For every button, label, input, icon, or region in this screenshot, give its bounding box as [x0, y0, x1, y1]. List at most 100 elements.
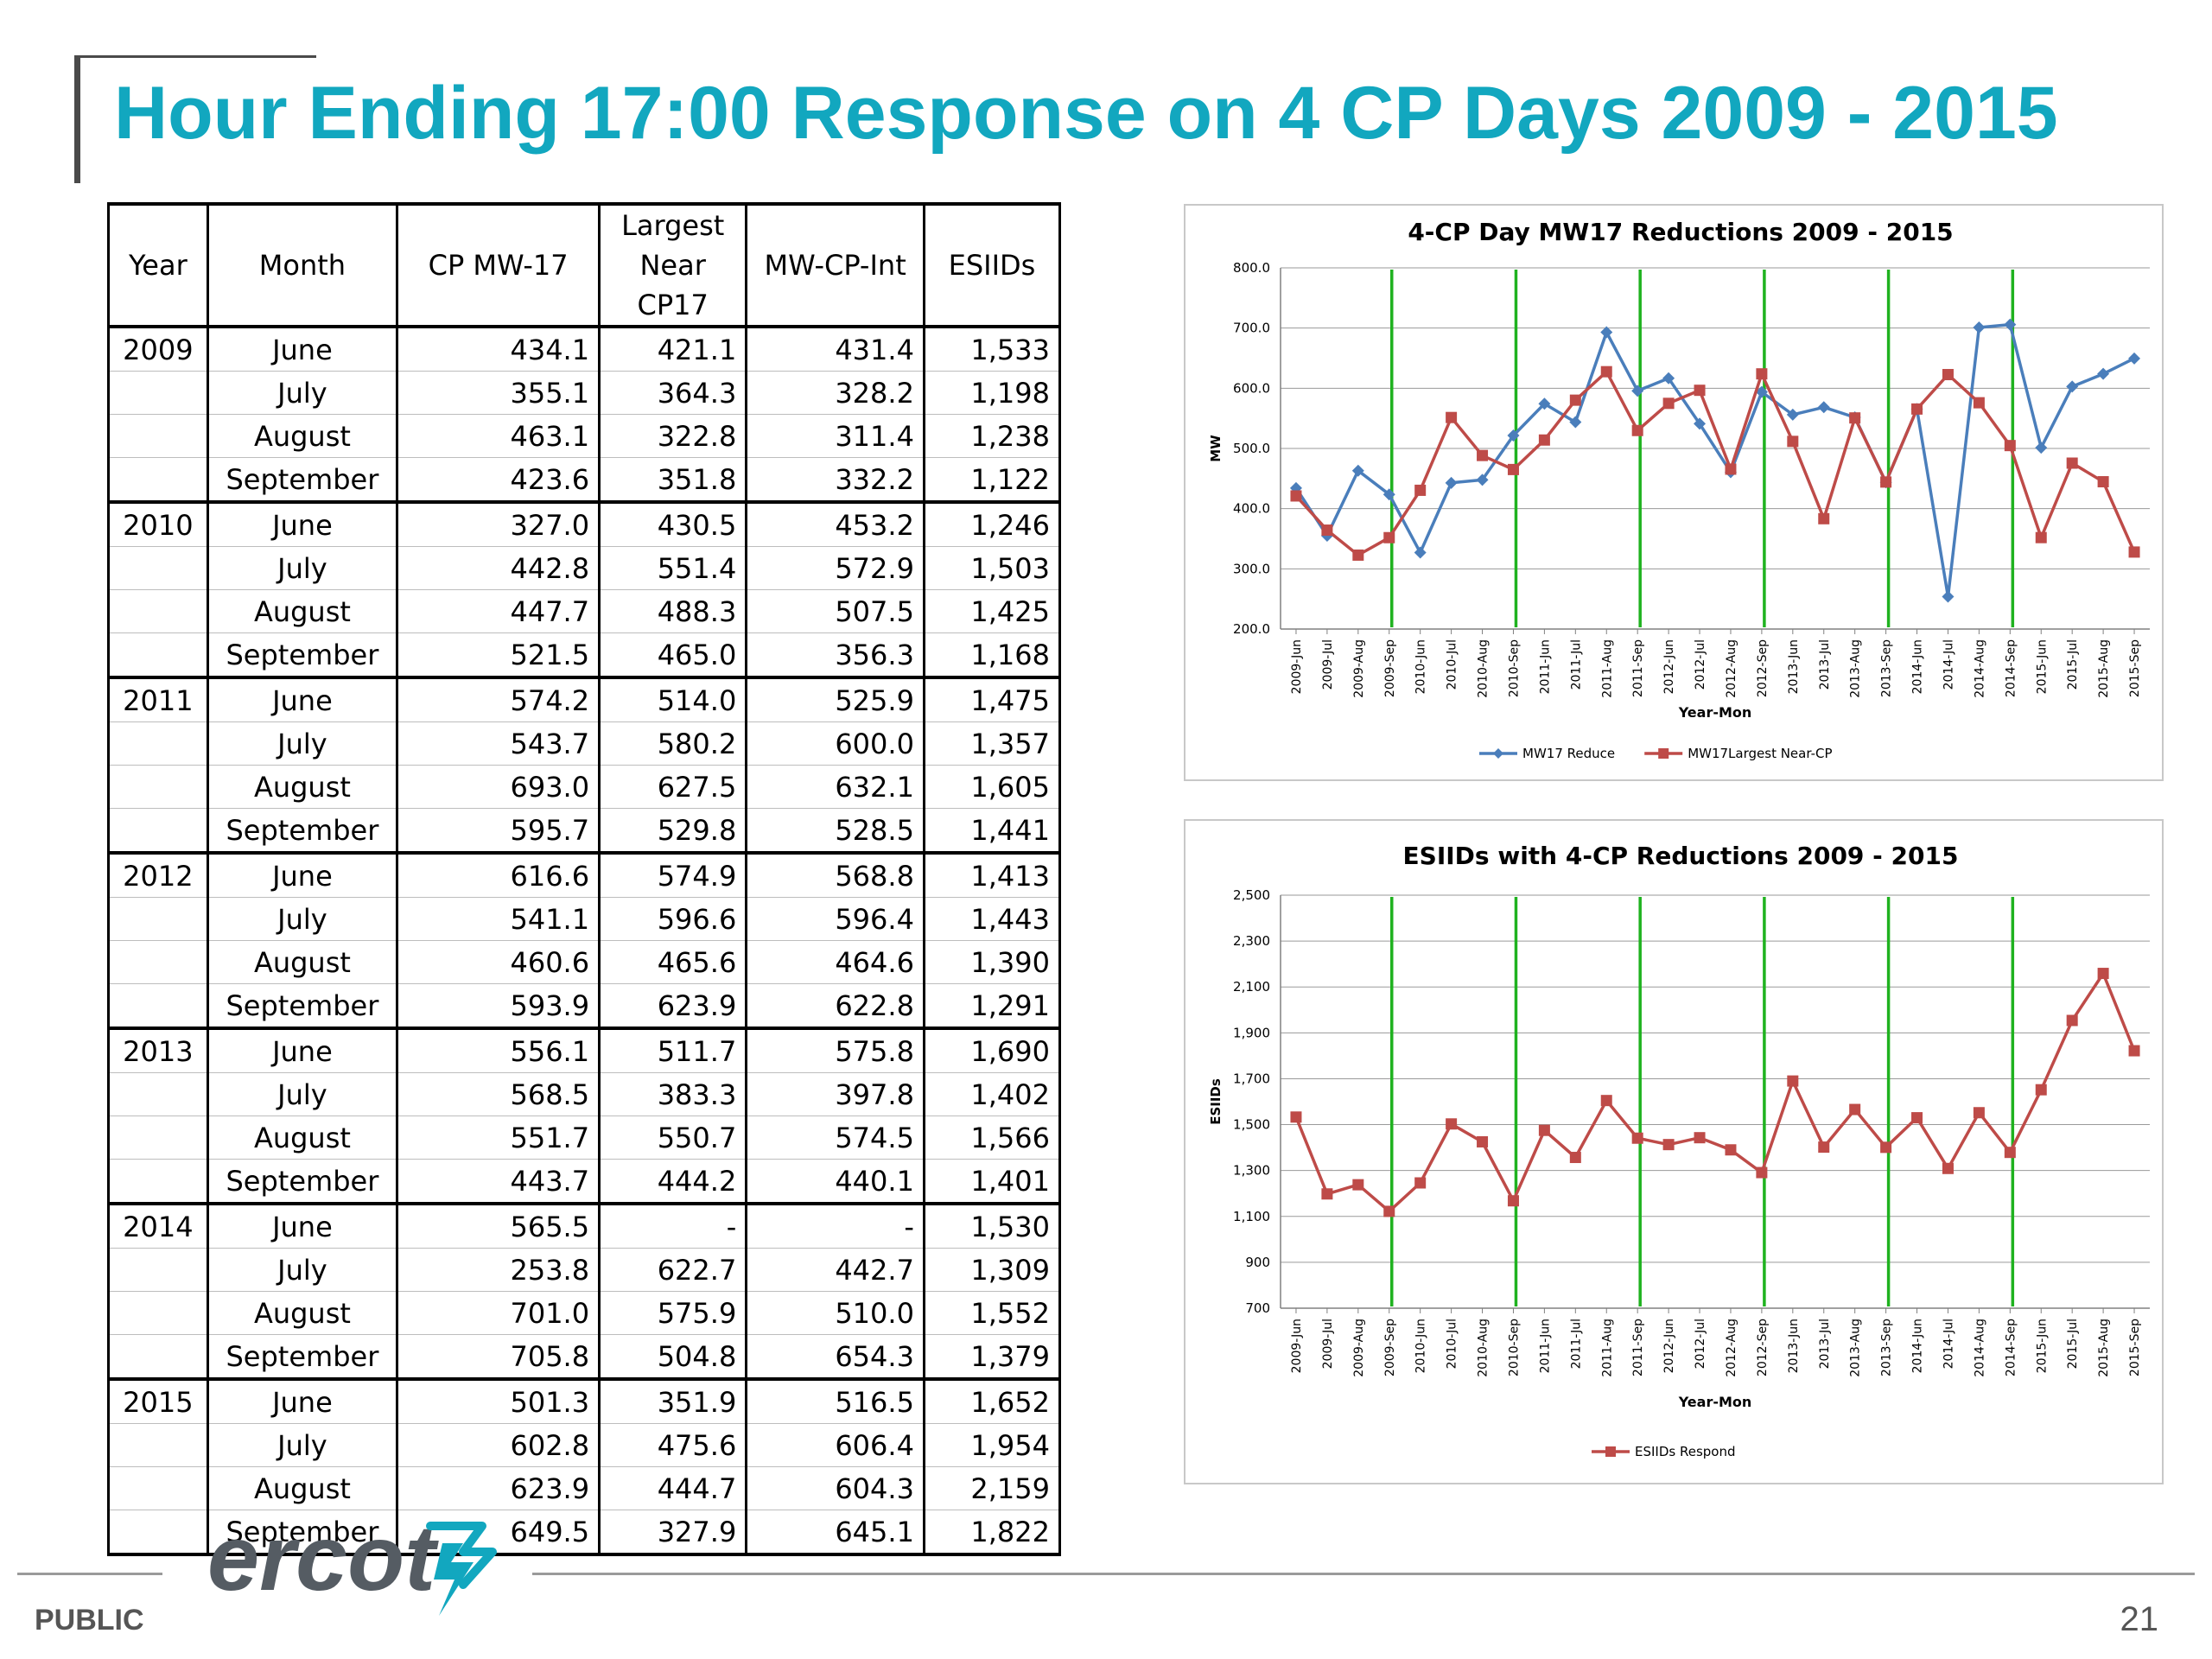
y-axis-title: ESIIDs [1208, 1078, 1224, 1125]
y-tick-label: 200.0 [1233, 621, 1270, 637]
col-header-esiids: ESIIDs [922, 202, 1062, 328]
x-axis-title: Year-Mon [1678, 1394, 1752, 1410]
data-point [1817, 401, 1830, 414]
cell-cp-mw17: 541.1 [396, 897, 601, 941]
cell-cp-mw17: 463.1 [396, 414, 601, 458]
series-line [1294, 322, 2135, 599]
chart-title: 4-CP Day MW17 Reductions 2009 - 2015 [1408, 218, 1953, 246]
data-point [2004, 1147, 2016, 1159]
cell-year [107, 765, 209, 809]
data-point [1631, 1132, 1643, 1144]
cell-year [107, 632, 209, 679]
table-row: 2010 June 327.0 430.5 453.2 1,246 [107, 502, 1062, 547]
table-row: July 541.1 596.6 596.4 1,443 [107, 897, 1062, 941]
data-point [1414, 1177, 1427, 1189]
x-tick-label: 2014-Jul [1942, 1319, 1955, 1369]
data-point [1694, 1132, 1706, 1144]
data-point [1352, 549, 1364, 561]
x-tick-label: 2014-Sep [2004, 1319, 2018, 1376]
cell-month: August [206, 589, 399, 633]
data-point [1880, 1141, 1892, 1154]
y-tick-label: 2,300 [1233, 933, 1270, 949]
cell-cp-mw17: 447.7 [396, 589, 601, 633]
table-row: July 543.7 580.2 600.0 1,357 [107, 721, 1062, 766]
cell-esiids: 1,198 [922, 371, 1062, 415]
cell-month: September [206, 457, 399, 504]
cell-largest-near-cp17: 622.7 [598, 1248, 748, 1292]
table-row: 2012 June 616.6 574.9 568.8 1,413 [107, 853, 1062, 898]
x-tick-label: 2014-Aug [1973, 1319, 1986, 1377]
x-tick-label: 2013-Sep [1880, 1319, 1894, 1376]
table-row: July 355.1 364.3 328.2 1,198 [107, 371, 1062, 415]
cell-esiids: 1,309 [922, 1248, 1062, 1292]
series-line [1294, 370, 2136, 557]
cell-year: 2011 [107, 677, 209, 722]
cell-year: 2009 [107, 327, 209, 372]
table-row: September 705.8 504.8 654.3 1,379 [107, 1334, 1062, 1381]
x-tick-label: 2011-Jun [1538, 639, 1552, 694]
y-tick-label: 700.0 [1233, 321, 1270, 336]
data-point [1880, 476, 1892, 488]
cell-cp-mw17: 593.9 [396, 983, 601, 1030]
data-point [2035, 531, 2047, 543]
x-tick-label: 2011-Aug [1600, 639, 1614, 698]
footer-divider-right [532, 1573, 2195, 1575]
y-tick-label: 700 [1245, 1300, 1270, 1316]
cell-cp-mw17: 521.5 [396, 632, 601, 679]
cell-largest-near-cp17: 575.9 [598, 1291, 748, 1335]
data-point [1694, 385, 1706, 397]
cell-largest-near-cp17: 580.2 [598, 721, 748, 766]
x-tick-label: 2014-Jun [1911, 639, 1925, 694]
cell-esiids: 1,652 [922, 1379, 1062, 1424]
x-tick-label: 2010-Sep [1507, 1319, 1521, 1376]
cell-mw-cp-int: 510.0 [745, 1291, 925, 1335]
cell-year [107, 589, 209, 633]
x-tick-label: 2010-Aug [1477, 639, 1491, 698]
data-point [2128, 352, 2141, 365]
table-row: August 693.0 627.5 632.1 1,605 [107, 765, 1062, 809]
cell-largest-near-cp17: 351.8 [598, 457, 748, 504]
x-tick-label: 2012-Sep [1756, 1319, 1770, 1376]
cell-year [107, 1159, 209, 1205]
esiids-chart-svg: ESIIDs with 4-CP Reductions 2009 - 2015 7… [1208, 842, 2150, 1459]
x-tick-label: 2009-Aug [1352, 639, 1366, 698]
cell-esiids: 1,291 [922, 983, 1062, 1030]
cell-cp-mw17: 423.6 [396, 457, 601, 504]
x-tick-label: 2011-Jul [1569, 1319, 1583, 1369]
legend-swatch-marker [1605, 1446, 1616, 1457]
cell-mw-cp-int: 568.8 [745, 853, 925, 898]
cell-mw-cp-int: 600.0 [745, 721, 925, 766]
cell-month: August [206, 1291, 399, 1335]
data-point [1290, 1111, 1302, 1123]
data-point [1352, 1179, 1364, 1191]
data-point [1631, 424, 1643, 436]
x-tick-label: 2009-Sep [1383, 639, 1397, 697]
data-point [1290, 490, 1302, 502]
cell-largest-near-cp17: 504.8 [598, 1334, 748, 1381]
x-tick-label: 2013-Jun [1787, 639, 1801, 694]
table-row: September 595.7 529.8 528.5 1,441 [107, 808, 1062, 855]
x-tick-label: 2012-Jun [1662, 1319, 1676, 1373]
x-tick-label: 2009-Sep [1383, 1319, 1397, 1376]
x-tick-label: 2012-Sep [1756, 639, 1770, 697]
cell-month: August [206, 1116, 399, 1160]
data-point [2066, 1014, 2078, 1027]
cell-mw-cp-int: 328.2 [745, 371, 925, 415]
legend-swatch-marker [1658, 748, 1669, 759]
cell-largest-near-cp17: 444.7 [598, 1466, 748, 1510]
cell-largest-near-cp17: 322.8 [598, 414, 748, 458]
y-tick-label: 1,100 [1233, 1209, 1270, 1224]
cell-largest-near-cp17: 488.3 [598, 589, 748, 633]
cell-esiids: 1,402 [922, 1072, 1062, 1116]
y-tick-label: 2,500 [1233, 887, 1270, 903]
cell-esiids: 1,954 [922, 1423, 1062, 1467]
cell-esiids: 1,390 [922, 940, 1062, 984]
cell-esiids: 1,530 [922, 1204, 1062, 1249]
cell-month: July [206, 897, 399, 941]
data-point [1321, 1188, 1333, 1200]
x-tick-label: 2010-Jul [1446, 1319, 1459, 1369]
y-tick-label: 1,900 [1233, 1025, 1270, 1040]
x-tick-label: 2015-Jun [2035, 639, 2049, 694]
table-row: August 460.6 465.6 464.6 1,390 [107, 940, 1062, 984]
x-tick-label: 2009-Jun [1290, 639, 1304, 694]
